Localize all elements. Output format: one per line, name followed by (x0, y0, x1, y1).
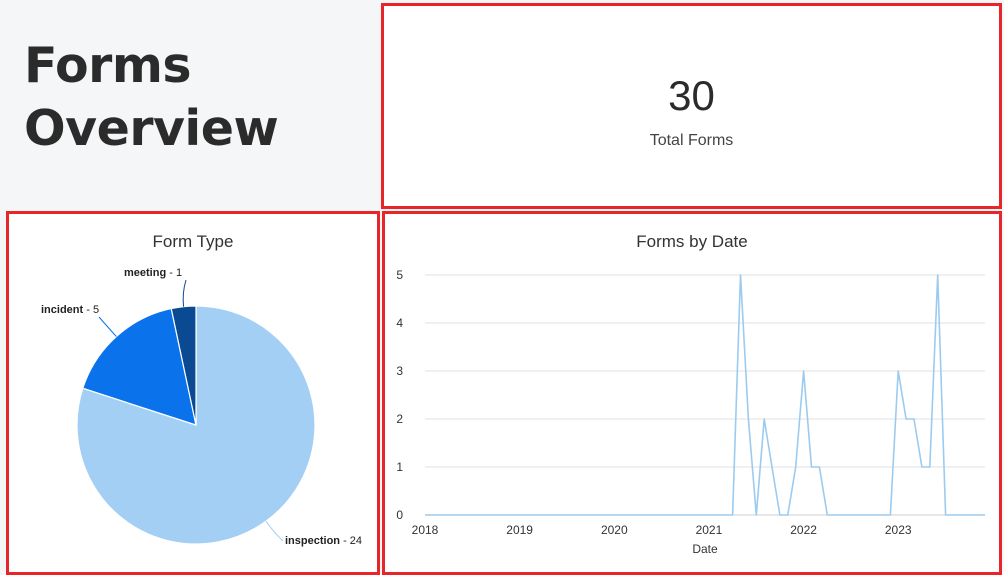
data-point-2021-03[interactable] (722, 512, 728, 518)
x-axis-label: Date (692, 542, 718, 556)
page-title-line-1: Forms (24, 37, 192, 94)
data-point-2022-01[interactable] (801, 368, 807, 374)
data-point-2023-07[interactable] (943, 512, 949, 518)
y-tick-label-5: 5 (396, 268, 403, 282)
data-point-2021-05[interactable] (737, 272, 743, 278)
data-point-2023-02[interactable] (903, 416, 909, 422)
forms-by-date-chart-title: Forms by Date (636, 232, 748, 251)
total-forms-label: Total Forms (649, 132, 734, 149)
data-point-2022-04[interactable] (824, 512, 830, 518)
page-title-line-2: Overview (24, 100, 279, 157)
x-tick-label-2023: 2023 (885, 523, 912, 537)
data-point-2022-05[interactable] (832, 512, 838, 518)
x-tick-label-2022: 2022 (790, 523, 817, 537)
data-point-2022-11[interactable] (879, 512, 885, 518)
data-point-2022-12[interactable] (887, 512, 893, 518)
y-tick-label-3: 3 (396, 364, 403, 378)
form-type-chart-card: Form Type inspection - 24 incident - 5 mee… (6, 211, 380, 575)
data-point-2021-12[interactable] (793, 464, 799, 470)
forms-count-series-line[interactable] (425, 274, 985, 516)
data-point-2023-12[interactable] (982, 512, 988, 518)
page-title: Forms Overview (24, 34, 279, 160)
x-tick-label-2020: 2020 (601, 523, 628, 537)
data-point-2018-01[interactable] (422, 512, 428, 518)
data-point-2023-06[interactable] (935, 272, 941, 278)
form-type-pie-chart: inspection - 24 incident - 5 meeting - 1 (41, 267, 362, 547)
data-point-2021-09[interactable] (769, 464, 775, 470)
y-tick-label-4: 4 (396, 316, 403, 330)
data-point-2021-08[interactable] (761, 416, 767, 422)
pie-label-inspection: inspection - 24 (285, 535, 362, 547)
form-type-chart-title: Form Type (152, 232, 234, 251)
pie-slice-meeting[interactable] (170, 305, 197, 426)
data-point-2023-05[interactable] (927, 464, 933, 470)
data-point-2021-06[interactable] (745, 416, 751, 422)
data-point-2021-11[interactable] (785, 512, 791, 518)
data-point-2022-02[interactable] (808, 464, 814, 470)
y-tick-label-1: 1 (396, 460, 403, 474)
total-forms-value: 30 (668, 72, 715, 119)
pie-slice-incident[interactable] (82, 307, 197, 426)
data-point-2023-01[interactable] (895, 368, 901, 374)
pie-leader-line-incident (98, 316, 117, 337)
pie-leader-line-inspection (265, 520, 284, 542)
data-point-2021-07[interactable] (753, 512, 759, 518)
data-point-2021-10[interactable] (777, 512, 783, 518)
x-tick-label-2018: 2018 (412, 523, 439, 537)
data-point-2023-03[interactable] (911, 416, 917, 422)
x-tick-label-2021: 2021 (696, 523, 723, 537)
x-tick-label-2019: 2019 (506, 523, 533, 537)
pie-label-meeting: meeting - 1 (124, 267, 182, 279)
y-tick-label-0: 0 (396, 508, 403, 522)
forms-by-date-chart-card: Forms by Date 0 1 2 3 4 5 2018 2019 2020 2021 2022… (382, 211, 1002, 575)
pie-label-incident: incident - 5 (41, 304, 99, 316)
y-tick-label-2: 2 (396, 412, 403, 426)
total-forms-scorecard: 30 Total Forms (381, 3, 1002, 209)
pie-leader-line-meeting (182, 279, 187, 307)
forms-by-date-line-chart: 0 1 2 3 4 5 2018 2019 2020 2021 2022 2023 Date (396, 268, 988, 556)
data-point-2022-03[interactable] (816, 464, 822, 470)
data-point-2023-04[interactable] (919, 464, 925, 470)
data-point-2021-04[interactable] (730, 512, 736, 518)
